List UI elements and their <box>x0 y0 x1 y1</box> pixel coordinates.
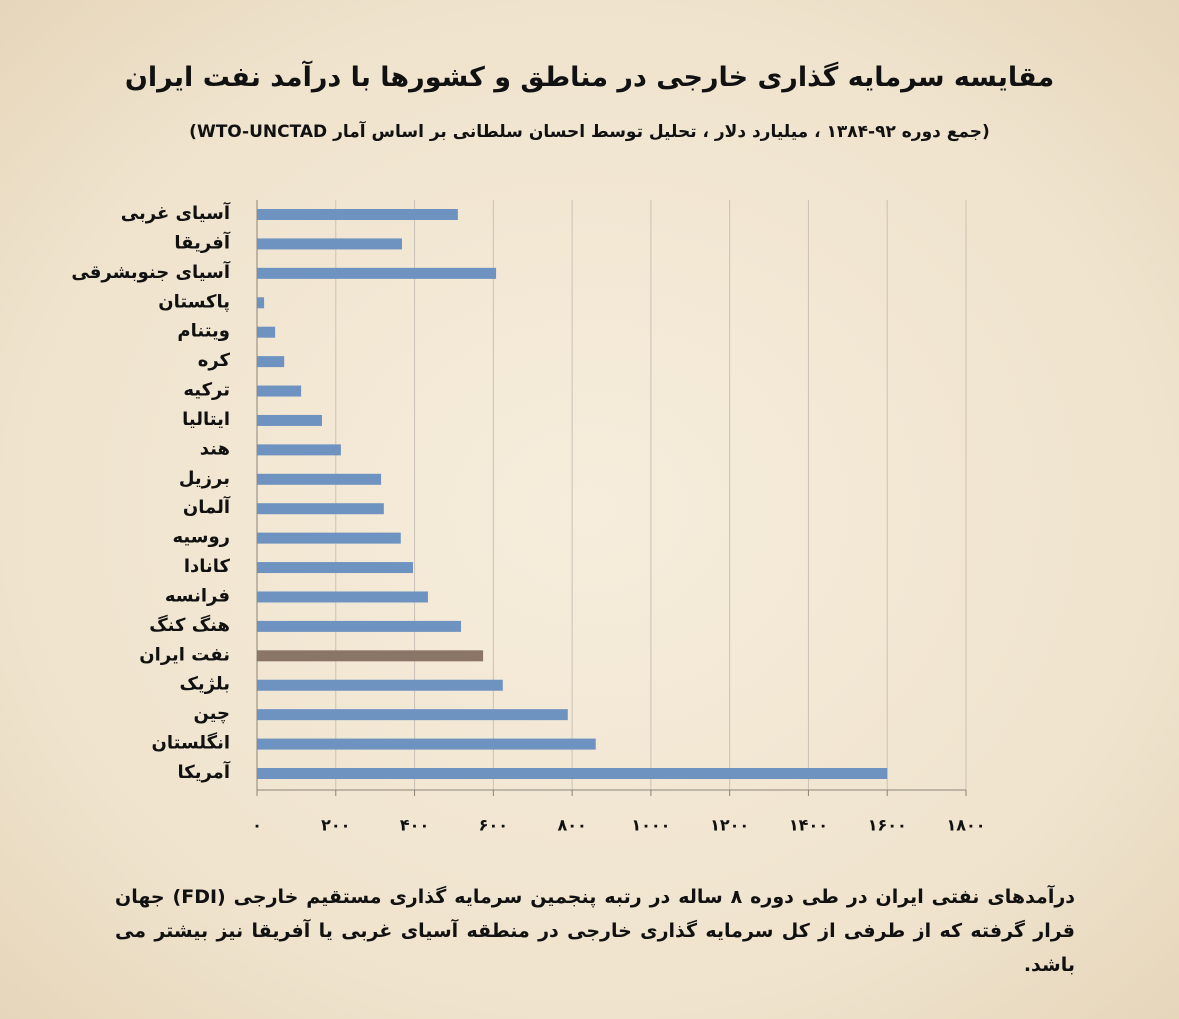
bar <box>257 503 384 515</box>
bar <box>257 620 462 632</box>
y-tick-label: کانادا <box>184 556 231 577</box>
x-tick-label: ۱۴۰۰ <box>789 816 828 835</box>
y-tick-label: هنگ کنگ <box>149 614 230 636</box>
x-tick-label: ۱۰۰۰ <box>631 816 670 835</box>
bar <box>257 532 401 544</box>
bar <box>257 591 428 603</box>
bar <box>257 414 322 426</box>
y-tick-label: روسیه <box>172 527 230 548</box>
x-tick-label: ۰ <box>252 816 262 835</box>
bar <box>257 679 503 691</box>
y-tick-label: پاکستان <box>158 291 230 312</box>
bar <box>257 768 888 779</box>
x-tick-label: ۸۰۰ <box>557 816 586 835</box>
bar <box>257 267 497 279</box>
bar <box>257 326 276 338</box>
y-tick-label: چین <box>193 703 230 724</box>
bar <box>257 650 484 662</box>
y-tick-label: آسیای جنوبشرقی <box>71 260 230 283</box>
bar <box>257 473 382 485</box>
y-tick-label: ایتالیا <box>182 409 230 430</box>
chart-note: درآمدهای نفتی ایران در طی دوره ۸ ساله در… <box>115 886 1076 976</box>
bar <box>257 385 302 397</box>
y-tick-label: بلژیک <box>180 674 231 695</box>
chart-subtitle: (جمع دوره ۹۲-۱۳۸۴ ، میلیارد دلار ، تحلیل… <box>189 122 990 142</box>
chart: ۰ ۲۰۰ ۴۰۰ ۶۰۰ ۸۰۰ ۱۰۰۰ ۱۲۰۰ ۱۴۰۰ ۱۶۰۰ ۱۸۰۰ آسیای غ… <box>71 200 986 835</box>
bar <box>257 709 568 721</box>
y-tick-label: نفت ایران <box>139 644 230 665</box>
chart-title: مقایسه سرمایه گذاری خارجی در مناطق و کشو… <box>124 62 1055 93</box>
y-tick-label: آمریکا <box>178 760 231 783</box>
y-tick-label: انگلستان <box>151 732 230 754</box>
bar <box>257 238 402 250</box>
bar <box>257 209 458 220</box>
y-tick-label: ترکیه <box>183 380 230 401</box>
y-tick-label: فرانسه <box>165 585 230 606</box>
y-tick-label: آسیای غربی <box>121 201 231 224</box>
y-tick-label: ویتنام <box>177 321 230 342</box>
x-tick-label: ۲۰۰ <box>321 816 350 835</box>
bar <box>257 356 285 368</box>
y-tick-label: کره <box>198 350 231 371</box>
y-tick-label: آفریقا <box>174 230 230 253</box>
bar <box>257 297 265 309</box>
x-tick-label: ۴۰۰ <box>400 816 429 835</box>
bar <box>257 444 341 456</box>
x-tick-label: ۱۶۰۰ <box>868 816 907 835</box>
x-tick-label: ۶۰۰ <box>479 816 508 835</box>
x-tick-label: ۱۲۰۰ <box>710 816 749 835</box>
bar <box>257 562 413 574</box>
y-tick-label: برزیل <box>179 468 230 489</box>
x-tick-label: ۱۸۰۰ <box>946 816 985 835</box>
y-tick-label: آلمان <box>183 495 231 518</box>
bar <box>257 738 596 750</box>
y-tick-label: هند <box>200 438 230 459</box>
